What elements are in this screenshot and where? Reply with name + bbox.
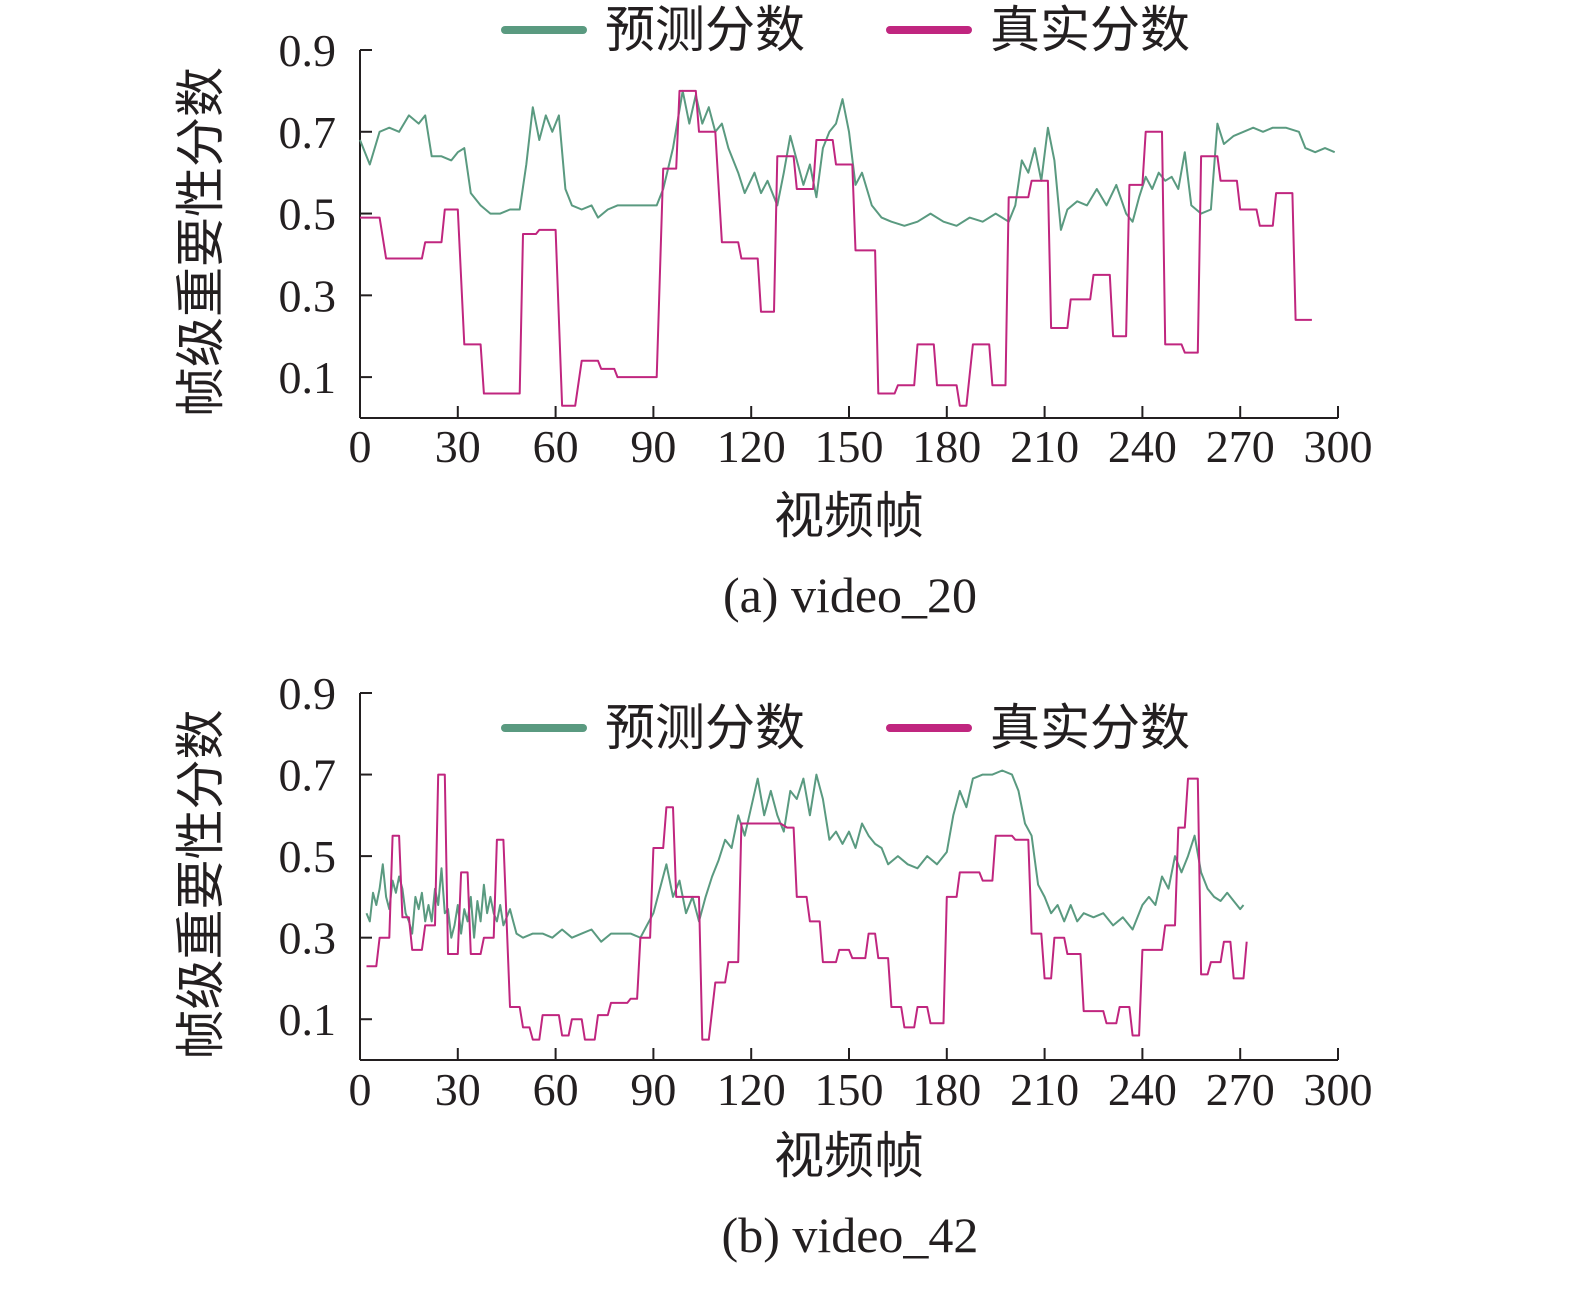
chart-caption: (b) video_42 (722, 1207, 979, 1263)
x-tick-label: 210 (1010, 1064, 1079, 1115)
y-tick-label: 0.9 (279, 668, 337, 719)
x-tick-label: 300 (1304, 1064, 1373, 1115)
chart-panel-1: 0 30 60 90 120 150 180 210 240 270 300 0.1 0.3 0.5 0.7… (172, 668, 1373, 1263)
y-tick-label: 0.5 (279, 831, 337, 882)
x-tick-label: 90 (630, 1064, 676, 1115)
y-tick-label: 0.5 (279, 189, 337, 240)
y-tick-label: 0.7 (279, 107, 337, 158)
x-tick-label: 0 (349, 421, 372, 472)
x-tick-label: 60 (533, 421, 579, 472)
y-axis-label: 帧级重要性分数 (172, 67, 230, 417)
chart-caption: (a) video_20 (723, 567, 977, 623)
x-axis-label: 视频帧 (774, 1127, 924, 1185)
chart-panel-0: 0 30 60 90 120 150 180 210 240 270 300 0.1 0.3 0.5 0.7… (172, 1, 1373, 623)
x-tick-label: 30 (435, 1064, 481, 1115)
predicted-score-line (359, 89, 1336, 231)
x-axis-label: 视频帧 (774, 487, 924, 545)
ground-truth-score-line (366, 773, 1248, 1041)
x-tick-label: 240 (1108, 421, 1177, 472)
x-tick-label: 120 (717, 1064, 786, 1115)
y-axis-label: 帧级重要性分数 (172, 710, 230, 1060)
y-tick-label: 0.7 (279, 750, 337, 801)
y-tick-label: 0.3 (279, 270, 337, 321)
x-tick-label: 30 (435, 421, 481, 472)
x-tick-label: 120 (717, 421, 786, 472)
legend-label-predicted: 预测分数 (605, 1, 805, 59)
x-tick-label: 300 (1304, 421, 1373, 472)
predicted-score-line (365, 769, 1245, 943)
x-tick-label: 0 (349, 1064, 372, 1115)
legend-label-ground-truth: 真实分数 (990, 1, 1190, 59)
y-tick-label: 0.1 (279, 994, 337, 1045)
x-tick-label: 180 (912, 421, 981, 472)
legend-label-ground-truth: 真实分数 (990, 699, 1190, 757)
x-tick-label: 180 (912, 1064, 981, 1115)
x-tick-label: 270 (1206, 421, 1275, 472)
x-tick-label: 240 (1108, 1064, 1177, 1115)
x-tick-label: 210 (1010, 421, 1079, 472)
y-tick-label: 0.9 (279, 25, 337, 76)
legend-label-predicted: 预测分数 (605, 699, 805, 757)
x-tick-label: 90 (630, 421, 676, 472)
y-tick-label: 0.1 (279, 352, 337, 403)
ground-truth-score-line (360, 89, 1312, 407)
x-tick-label: 150 (815, 1064, 884, 1115)
x-tick-label: 270 (1206, 1064, 1275, 1115)
y-tick-label: 0.3 (279, 913, 337, 964)
x-tick-label: 60 (533, 1064, 579, 1115)
x-tick-label: 150 (815, 421, 884, 472)
